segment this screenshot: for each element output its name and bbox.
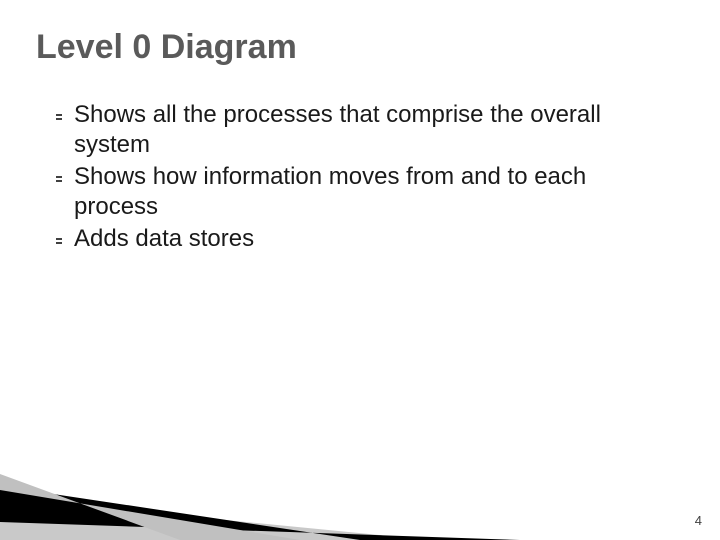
- list-item: Shows how information moves from and to …: [54, 162, 614, 222]
- bullet-text: Shows how information moves from and to …: [74, 163, 586, 220]
- bullet-text: Adds data stores: [74, 225, 254, 252]
- page-number: 4: [695, 513, 702, 528]
- swoosh-shape: [0, 486, 520, 540]
- bullet-icon: [54, 113, 64, 123]
- list-item: Shows all the processes that comprise th…: [54, 100, 614, 160]
- page-title: Level 0 Diagram: [36, 28, 297, 67]
- corner-decoration: [0, 0, 720, 540]
- body-text: Shows all the processes that comprise th…: [54, 100, 614, 256]
- swoosh-shape: [0, 498, 430, 540]
- bullet-icon: [54, 175, 64, 185]
- bullet-icon: [54, 237, 64, 247]
- bullet-text: Shows all the processes that comprise th…: [74, 101, 601, 158]
- swoosh-shape: [0, 474, 300, 540]
- list-item: Adds data stores: [54, 224, 614, 254]
- slide: Level 0 Diagram Shows all the processes …: [0, 0, 720, 540]
